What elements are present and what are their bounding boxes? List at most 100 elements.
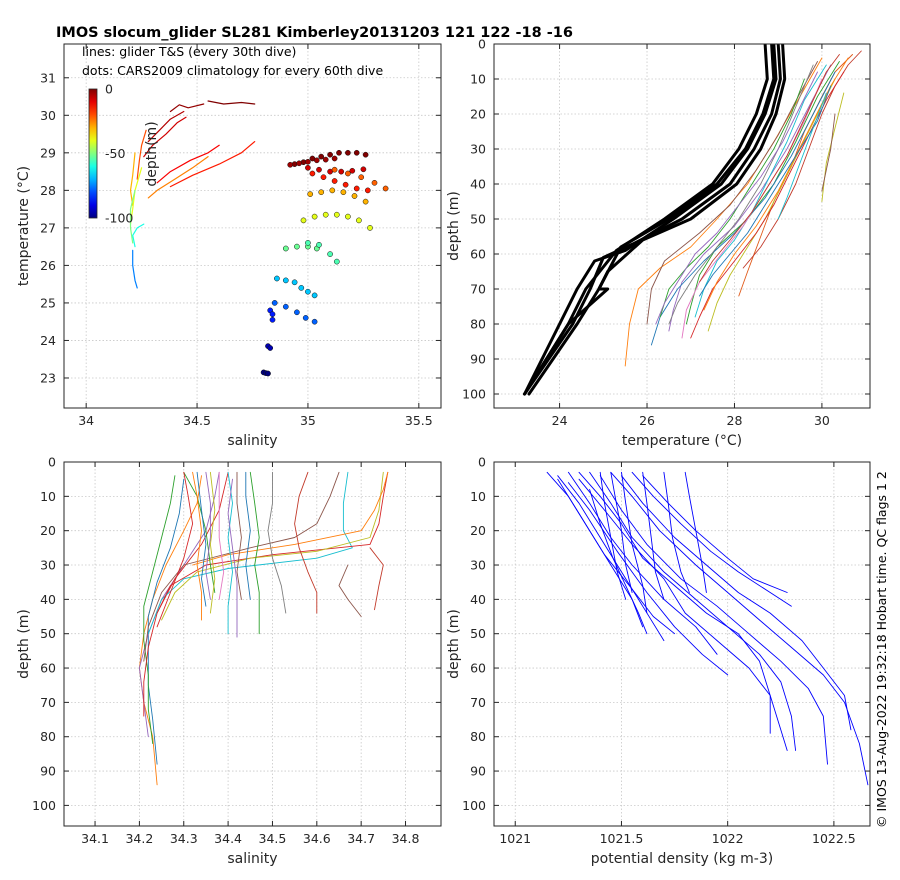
glider-salinity-profile <box>267 471 287 614</box>
climatology-dot <box>307 191 314 197</box>
annotation-dots: dots: CARS2009 climatology for every 60t… <box>82 63 383 78</box>
climatology-dot <box>269 316 276 323</box>
climatology-dot <box>318 153 325 160</box>
plot-area <box>64 44 441 408</box>
glider-salinity-profile <box>209 471 216 614</box>
plot-area <box>64 462 441 826</box>
glider-salinity-profile <box>143 471 340 662</box>
glider-temperature-profile <box>821 113 836 192</box>
climatology-dot <box>305 240 311 246</box>
y-tick-label: 30 <box>40 108 56 123</box>
y-tick-label: 20 <box>40 523 56 538</box>
axes-frame <box>63 43 442 409</box>
glider-density-profile <box>578 471 771 734</box>
glider-density-profile <box>589 471 797 751</box>
glider-density-profile <box>578 478 788 751</box>
climatology-dot <box>282 245 289 252</box>
y-tick-label: 24 <box>40 333 56 348</box>
climatology-dot <box>271 300 278 306</box>
climatology-dot <box>371 179 378 186</box>
climatology-dot <box>316 166 322 173</box>
glider-ts-line <box>136 129 147 180</box>
x-tick-label: 34.7 <box>347 831 375 846</box>
glider-salinity-profile <box>143 475 176 745</box>
y-tick-label: 30 <box>470 142 486 157</box>
climatology-dot <box>367 225 373 231</box>
y-tick-label: 40 <box>470 592 486 607</box>
x-tick-label: 30 <box>814 413 830 428</box>
colorbar <box>88 88 98 219</box>
climatology-dot <box>345 170 351 177</box>
climatology-dot <box>333 211 340 218</box>
glider-salinity-profile <box>205 471 211 600</box>
glider-ts-line <box>129 167 143 225</box>
glider-density-profile <box>621 471 648 614</box>
glider-density-profile <box>610 471 869 786</box>
glider-temperature-profile <box>646 61 818 325</box>
y-tick-label: 70 <box>40 695 56 710</box>
climatology-dot <box>316 241 322 248</box>
x-tick-label: 34.8 <box>392 831 420 846</box>
y-tick-label: 90 <box>470 764 486 779</box>
glider-salinity-profile <box>161 471 384 621</box>
y-tick-label: 50 <box>40 626 56 641</box>
glider-density-profile <box>557 475 665 642</box>
climatology-dot <box>302 315 309 321</box>
climatology-dot <box>351 193 358 199</box>
axes-frame <box>63 461 442 827</box>
glider-ts-line <box>129 152 136 206</box>
climatology-dot <box>311 292 318 299</box>
y-tick-label: 100 <box>462 798 486 813</box>
plot-content <box>129 100 389 377</box>
y-tick-label: 25 <box>40 295 56 310</box>
climatology-dot <box>309 170 316 177</box>
glider-density-profile <box>621 475 852 731</box>
y-tick-label: 10 <box>470 489 486 504</box>
x-tick-label: 24 <box>552 413 568 428</box>
x-axis-label: salinity <box>227 433 277 449</box>
climatology-dot <box>267 345 274 351</box>
y-tick-label: 30 <box>40 558 56 573</box>
y-tick-label: 0 <box>478 37 486 52</box>
x-tick-label: 34.3 <box>170 831 198 846</box>
glider-salinity-profile <box>196 471 207 607</box>
climatology-dot <box>300 217 307 224</box>
climatology-dot <box>327 151 333 158</box>
climatology-dot <box>291 279 298 286</box>
climatology-dot <box>331 155 338 162</box>
glider-temperature-profile <box>699 54 840 283</box>
glider-density-profile <box>684 471 707 593</box>
climatology-dot <box>362 151 369 158</box>
climatology-dot <box>282 277 289 284</box>
glider-temperature-profile <box>777 92 827 220</box>
y-tick-label: 20 <box>470 523 486 538</box>
x-tick-label: 28 <box>727 413 743 428</box>
density-profile-panel: 1021 1021.5 1022 1022.5 0 10 20 30 40 50 60 70 80 90 1… <box>446 455 871 867</box>
x-tick-label: 34.5 <box>259 831 287 846</box>
glider-temperature-profile <box>659 78 805 318</box>
y-tick-label: 10 <box>470 72 486 87</box>
climatology-dot <box>331 166 338 173</box>
glider-ts-line <box>169 141 256 188</box>
x-tick-label: 35.5 <box>405 413 433 428</box>
glider-salinity-profile <box>156 471 389 614</box>
y-tick-label: 90 <box>40 764 56 779</box>
y-tick-label: 60 <box>40 661 56 676</box>
glider-temperature-profile <box>681 78 823 339</box>
plot-content <box>546 471 869 786</box>
glider-ts-line <box>207 100 256 105</box>
x-tick-label: 35 <box>300 413 316 428</box>
glider-ts-line <box>147 110 185 143</box>
y-tick-label: 30 <box>470 558 486 573</box>
climatology-dot <box>282 303 289 310</box>
salinity-profile-panel: 34.1 34.2 34.3 34.4 34.5 34.6 34.7 34.8 0 10 20 30 4… <box>16 455 442 867</box>
climatology-dot <box>362 198 369 205</box>
glider-temperature-profile <box>655 71 818 325</box>
glider-salinity-profile <box>245 471 251 600</box>
x-axis-label: temperature (°C) <box>622 433 742 449</box>
y-tick-label: 60 <box>470 247 486 262</box>
climatology-dot <box>360 166 367 173</box>
climatology-dot <box>305 288 311 295</box>
glider-density-profile <box>567 471 718 655</box>
glider-density-profile <box>663 471 690 593</box>
